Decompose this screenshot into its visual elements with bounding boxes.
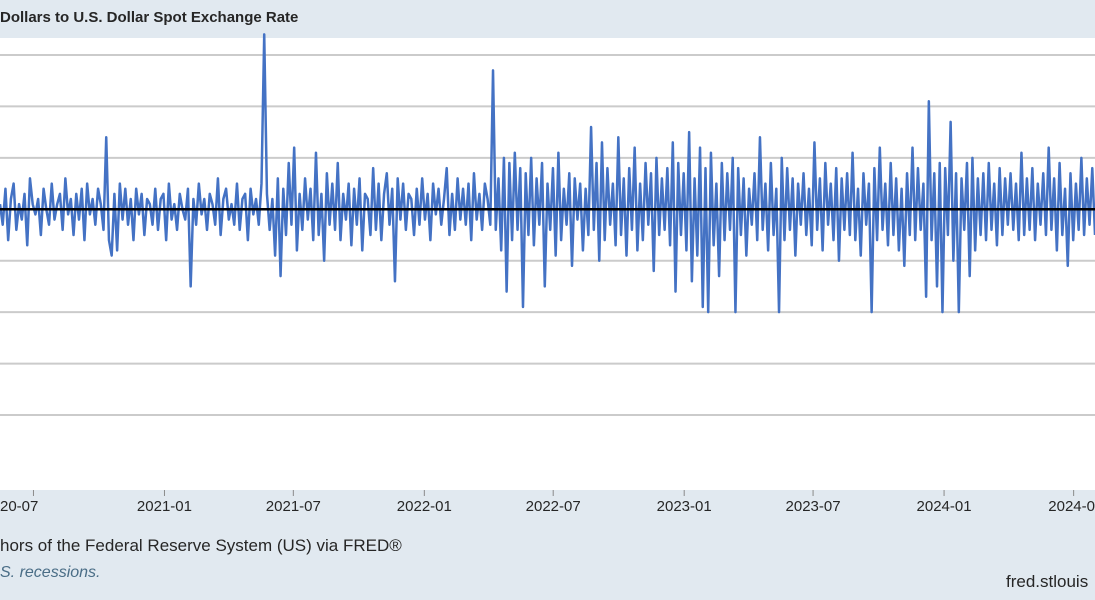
x-tick-label: 2024-01 [917,498,972,515]
series-layer [0,33,1095,314]
recessions-note: S. recessions. [0,564,101,581]
series-line [0,33,1095,314]
grid-lines [0,54,1095,416]
x-tick-label: 2023-07 [786,498,841,515]
x-axis-ticks: 20-07 2021-01 2021-07 2022-01 2022-07 2023-01… [0,490,1095,515]
source-note: hors of the Federal Reserve System (US) … [0,536,402,555]
x-tick-label: 2023-01 [657,498,712,515]
chart-title: Dollars to U.S. Dollar Spot Exchange Rat… [0,9,299,26]
x-tick-label: 20-07 [0,498,38,515]
x-tick-label: 2024-0 [1048,498,1095,515]
x-tick-label: 2021-01 [137,498,192,515]
x-tick-label: 2022-07 [526,498,581,515]
x-tick-label: 2022-01 [397,498,452,515]
site-link[interactable]: fred.stlouis [1006,572,1089,591]
x-tick-label: 2021-07 [266,498,321,515]
